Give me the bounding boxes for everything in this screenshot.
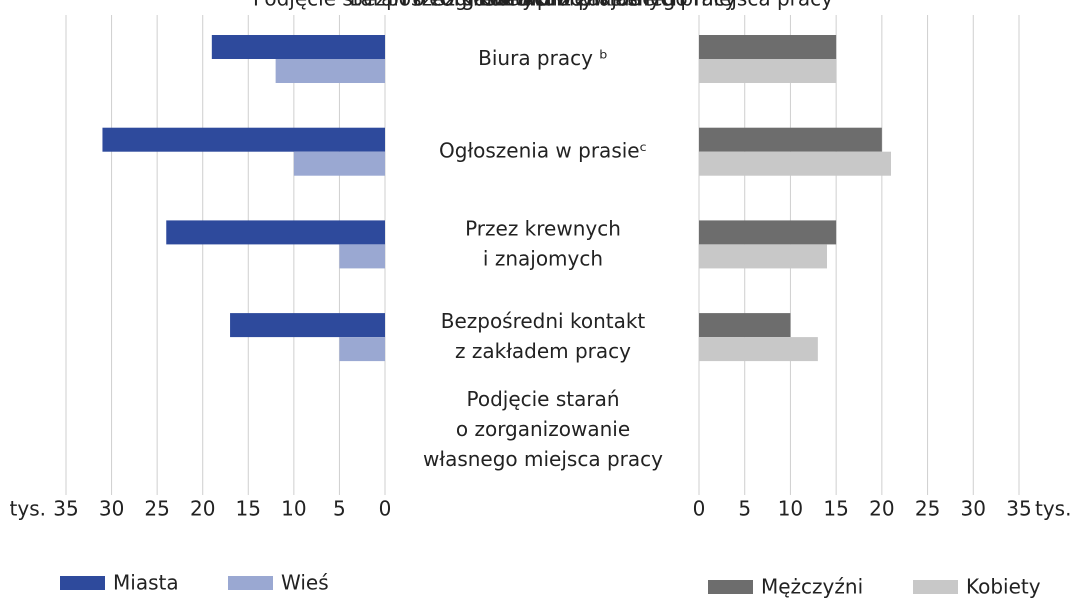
legend-label: Kobiety <box>966 575 1041 599</box>
x-tick-label: 5 <box>738 497 751 521</box>
x-tick-label: 30 <box>99 497 124 521</box>
x-tick-label: 15 <box>823 497 848 521</box>
x-tick-label: 20 <box>869 497 894 521</box>
x-tick-label: 0 <box>379 497 392 521</box>
x-tick-label: 35 <box>53 497 78 521</box>
legend-swatch <box>708 580 753 594</box>
legend-swatch <box>228 576 273 590</box>
x-tick-label: 15 <box>236 497 261 521</box>
bar <box>102 127 385 152</box>
x-tick-label: 35 <box>1006 497 1031 521</box>
bar <box>166 220 385 245</box>
x-tick-label: 10 <box>778 497 803 521</box>
x-tick-label: 20 <box>190 497 215 521</box>
bar <box>699 151 891 176</box>
legend-swatch <box>60 576 105 590</box>
bar <box>699 220 837 245</box>
x-tick-label: 25 <box>144 497 169 521</box>
bar <box>699 313 791 338</box>
bar <box>230 313 385 338</box>
x-tick-label: 25 <box>915 497 940 521</box>
bar <box>275 59 385 83</box>
bar <box>699 35 837 59</box>
legend-label: Wieś <box>281 571 329 595</box>
x-tick-label: 5 <box>333 497 346 521</box>
category-label: Ogłoszenia w prasieᶜOgłoszenia w prasieᶜ <box>439 0 647 162</box>
x-tick-label: 10 <box>281 497 306 521</box>
bar <box>339 244 385 269</box>
legend-label: Miasta <box>113 571 179 595</box>
bar <box>339 337 385 362</box>
x-tick-label: 0 <box>693 497 706 521</box>
axis-unit: tys. <box>10 497 46 521</box>
bar <box>699 337 818 362</box>
axis-unit: tys. <box>1035 497 1071 521</box>
x-tick-label: 30 <box>961 497 986 521</box>
bar <box>699 244 827 269</box>
bar <box>699 127 882 152</box>
legend-label: Mężczyźni <box>761 575 863 599</box>
category-label: Przez krewnych i znajomychPrzez krewnych… <box>402 0 684 270</box>
bar <box>699 59 837 83</box>
bar <box>293 151 385 176</box>
legend-swatch <box>913 580 958 594</box>
bar <box>211 35 385 59</box>
